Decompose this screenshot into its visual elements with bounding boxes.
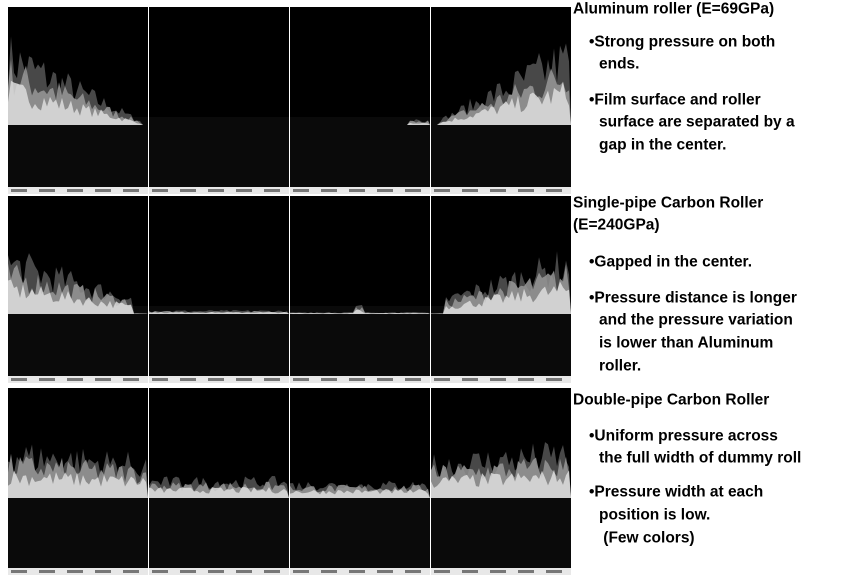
footer-mark	[152, 570, 168, 573]
bullet-line: is lower than Aluminum	[599, 334, 773, 351]
pressure-shape	[149, 487, 289, 498]
section-heading: (E=240GPa)	[573, 216, 660, 233]
footer-mark	[518, 570, 534, 573]
footer-mark	[293, 570, 309, 573]
footer-mark	[67, 189, 83, 192]
footer-mark	[490, 378, 506, 381]
slide: Aluminum roller (E=69GPa) •Strong pressur…	[0, 0, 847, 576]
footer-mark	[39, 378, 55, 381]
footer-mark	[546, 378, 562, 381]
footer-mark	[208, 189, 224, 192]
footer-mark	[236, 570, 252, 573]
bullet-line: •Film surface and roller	[589, 91, 761, 108]
footer-mark	[434, 570, 450, 573]
footer-mark	[152, 189, 168, 192]
footer-mark	[462, 570, 478, 573]
panel-lower	[290, 498, 430, 568]
footer-mark	[321, 378, 337, 381]
footer-mark	[462, 189, 478, 192]
footer-mark	[123, 570, 139, 573]
panel-lower	[8, 498, 148, 568]
footer-mark	[236, 189, 252, 192]
bullet-line: ends.	[599, 55, 639, 72]
bullet-line: position is low.	[599, 506, 710, 523]
bullet-line: •Strong pressure on both	[589, 33, 775, 50]
footer-mark	[123, 378, 139, 381]
footer-mark	[95, 570, 111, 573]
footer-mark	[208, 570, 224, 573]
footer-mark	[405, 570, 421, 573]
bullet-line: •Pressure width at each	[589, 483, 763, 500]
bullet-line: •Uniform pressure across	[589, 427, 778, 444]
footer-mark	[293, 378, 309, 381]
section-heading: Single-pipe Carbon Roller	[573, 194, 763, 211]
panel-lower	[431, 117, 571, 187]
footer-mark	[405, 378, 421, 381]
panel-lower	[431, 498, 571, 568]
panel-lower	[431, 306, 571, 376]
footer-mark	[180, 189, 196, 192]
footer-mark	[377, 378, 393, 381]
footer-mark	[490, 189, 506, 192]
footer-mark	[152, 378, 168, 381]
footer-mark	[434, 378, 450, 381]
panel-lower	[8, 117, 148, 187]
footer-mark	[180, 570, 196, 573]
footer-mark	[264, 189, 280, 192]
footer-mark	[264, 378, 280, 381]
bullet-line: •Pressure distance is longer	[589, 289, 797, 306]
footer-mark	[349, 570, 365, 573]
footer-mark	[95, 378, 111, 381]
footer-mark	[321, 570, 337, 573]
footer-mark	[462, 378, 478, 381]
footer-mark	[67, 378, 83, 381]
bullet-line: the full width of dummy roll	[599, 449, 801, 466]
footer-mark	[349, 189, 365, 192]
footer-mark	[11, 378, 27, 381]
panel-lower	[149, 498, 289, 568]
footer-mark	[546, 570, 562, 573]
footer-mark	[39, 189, 55, 192]
bullet-line: and the pressure variation	[599, 311, 793, 328]
panel-lower	[8, 306, 148, 376]
footer-mark	[11, 570, 27, 573]
footer-mark	[95, 189, 111, 192]
bullet-line: •Gapped in the center.	[589, 253, 752, 270]
footer-mark	[264, 570, 280, 573]
section-heading: Aluminum roller (E=69GPa)	[573, 0, 774, 17]
footer-mark	[293, 189, 309, 192]
panel-lower	[149, 306, 289, 376]
panel-lower	[290, 117, 430, 187]
footer-mark	[490, 570, 506, 573]
footer-mark	[208, 378, 224, 381]
panel-lower	[290, 306, 430, 376]
pressure-images	[8, 7, 571, 575]
bullet-line: surface are separated by a	[599, 113, 795, 130]
footer-mark	[123, 189, 139, 192]
footer-mark	[434, 189, 450, 192]
footer-mark	[321, 189, 337, 192]
footer-mark	[546, 189, 562, 192]
section-heading: Double-pipe Carbon Roller	[573, 391, 769, 408]
footer-mark	[518, 378, 534, 381]
bullet-line: (Few colors)	[599, 529, 695, 546]
footer-mark	[236, 378, 252, 381]
bullet-line: roller.	[599, 357, 641, 374]
footer-mark	[377, 570, 393, 573]
footer-mark	[67, 570, 83, 573]
footer-mark	[518, 189, 534, 192]
footer-mark	[349, 378, 365, 381]
footer-mark	[39, 570, 55, 573]
bullet-line: gap in the center.	[599, 136, 726, 153]
footer-mark	[11, 189, 27, 192]
description: Aluminum roller (E=69GPa) •Strong pressur…	[573, 0, 801, 546]
panel-lower	[149, 117, 289, 187]
footer-mark	[405, 189, 421, 192]
footer-mark	[180, 378, 196, 381]
footer-mark	[377, 189, 393, 192]
